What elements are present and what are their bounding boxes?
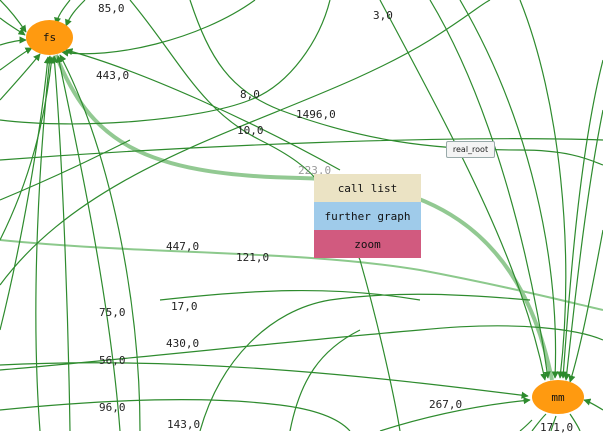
edge-label: 223,0 [298, 164, 332, 177]
call-list-label: call list [337, 181, 398, 195]
real-root-label: real_root [452, 145, 489, 154]
zoom-label: zoom [354, 237, 381, 251]
zoom-menu-item[interactable]: zoom [314, 230, 421, 258]
edge-label: 96,0 [99, 401, 126, 414]
edge-fs-12[interactable] [0, 56, 51, 331]
edge-faint-left[interactable] [0, 239, 603, 311]
edge-cross-7[interactable] [0, 398, 351, 431]
edge-mm-2[interactable] [459, 0, 559, 379]
edge-mm-out-3[interactable] [569, 413, 581, 431]
node-fs[interactable]: fs [26, 20, 73, 55]
edge-cross-9[interactable] [289, 329, 361, 431]
edge-label: 121,0 [236, 251, 270, 264]
edge-mm-1[interactable] [429, 0, 551, 379]
edge-mm-8[interactable] [0, 362, 529, 399]
edge-label: 56,0 [99, 354, 126, 367]
edge-label: 171,0 [540, 421, 574, 434]
edge-highlight-fs-mm[interactable] [54, 54, 554, 381]
edge-label: 1496,0 [296, 108, 336, 121]
edge-label: 85,0 [98, 2, 125, 15]
further-graph-label: further graph [324, 209, 411, 223]
edge-fs-3[interactable] [0, 36, 27, 46]
edge-mm-9[interactable] [379, 397, 531, 431]
edge-cross-8[interactable] [199, 293, 531, 431]
edge-fs-6[interactable] [65, 0, 86, 27]
edge-mm-10[interactable] [583, 398, 603, 411]
edge-mm-7[interactable] [379, 0, 548, 381]
edge-fs-13[interactable] [0, 56, 55, 241]
edge-fs-9[interactable] [50, 55, 71, 431]
edge-mm-3[interactable] [519, 0, 567, 379]
edge-cross-10[interactable] [0, 0, 331, 125]
edge-fs-11[interactable] [59, 54, 141, 431]
edge-cross-4[interactable] [189, 0, 603, 166]
edge-mm-5[interactable] [563, 109, 603, 381]
edge-fs-4[interactable] [0, 47, 33, 71]
edge-mm-out-1[interactable] [531, 413, 547, 431]
edge-mm-4[interactable] [559, 59, 603, 379]
context-menu: call list further graph zoom [314, 174, 421, 258]
edge-fs-2[interactable] [0, 17, 26, 36]
edge-label: 10,0 [237, 124, 264, 137]
call-list-menu-item[interactable]: call list [314, 174, 421, 202]
node-fs-label: fs [42, 31, 57, 44]
node-mm[interactable]: mm [532, 380, 584, 414]
edge-label: 17,0 [171, 300, 198, 313]
edge-fs-5[interactable] [0, 53, 41, 101]
edge-label: 447,0 [166, 240, 200, 253]
edge-label: 267,0 [429, 398, 463, 411]
edge-cross-5[interactable] [0, 325, 603, 371]
edge-fs-10[interactable] [55, 55, 121, 431]
edge-mm-out-4[interactable] [519, 419, 533, 431]
edge-mm-out-2[interactable] [550, 415, 557, 431]
edge-cross-1[interactable] [0, 138, 603, 161]
edge-mm-6[interactable] [568, 229, 603, 383]
real-root-button[interactable]: real_root [446, 141, 495, 158]
node-mm-label: mm [551, 390, 565, 404]
further-graph-menu-item[interactable]: further graph [314, 202, 421, 230]
edge-fs-14[interactable] [61, 0, 256, 57]
edge-label: 430,0 [166, 337, 200, 350]
edge-label: 443,0 [96, 69, 130, 82]
edge-label: 75,0 [99, 306, 126, 319]
edge-label: 3,0 [373, 9, 393, 22]
edge-fs-15[interactable] [65, 48, 341, 171]
edge-label: 143,0 [167, 418, 201, 431]
edge-label: 8,0 [240, 88, 260, 101]
edge-cross-11[interactable] [0, 139, 131, 201]
